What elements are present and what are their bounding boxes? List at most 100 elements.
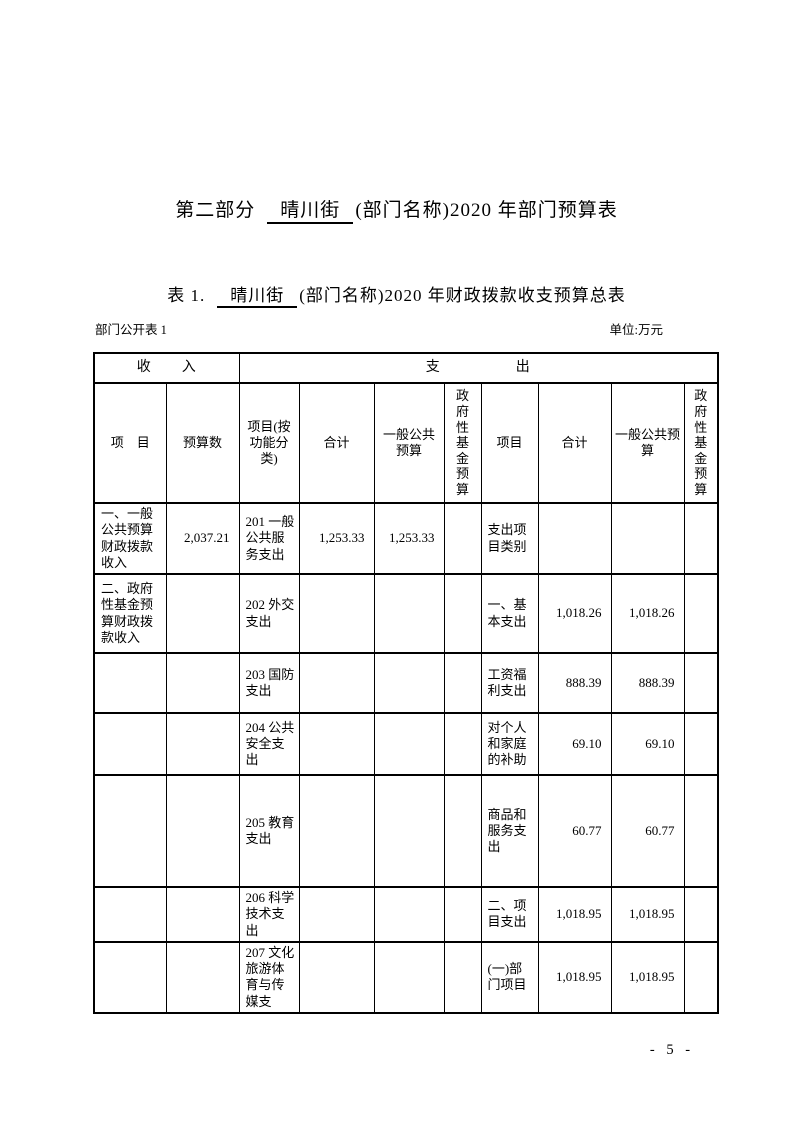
table-row: 203 国防支出 工资福利支出 888.39 888.39 <box>93 652 719 714</box>
table-cell <box>443 774 482 888</box>
col-header-item-by-function-text: 项目(按功能分类) <box>247 418 291 467</box>
table-cell: 1,018.95 <box>610 886 685 943</box>
table-cell <box>373 573 445 654</box>
section-title-prefix: 第二部分 <box>175 200 256 221</box>
col-header-income-item: 项 目 <box>93 382 167 504</box>
table-cell: 60.77 <box>610 774 685 888</box>
table-cell: 工资福利支出 <box>480 652 539 714</box>
table-cell: 1,018.95 <box>537 886 612 943</box>
table-cell <box>165 712 240 776</box>
table-column-header-row: 项 目 预算数 项目(按功能分类) 合计 一般公共预算 政府性基金预算 项目 合… <box>93 382 719 504</box>
col-header-general-public-budget-2: 一般公共预算 <box>610 382 685 504</box>
table-title-department: 晴川街 <box>217 281 298 308</box>
table-cell: 1,253.33 <box>298 502 375 575</box>
table-cell <box>93 652 167 714</box>
col-header-total-1: 合计 <box>298 382 375 504</box>
table-cell <box>443 886 482 943</box>
table-cell: 888.39 <box>610 652 685 714</box>
table-cell <box>165 886 240 943</box>
col-header-gov-fund-budget-2: 政府性基金预算 <box>683 382 719 504</box>
table-cell: 203 国防支出 <box>238 652 300 714</box>
col-header-item-by-function: 项目(按功能分类) <box>238 382 300 504</box>
table-cell <box>373 886 445 943</box>
table-cell <box>373 774 445 888</box>
table-cell <box>373 712 445 776</box>
col-header-gov-fund-budget-1-text: 政府性基金预算 <box>456 388 470 497</box>
table-cell <box>165 573 240 654</box>
table-cell: 对个人和家庭的补助 <box>480 712 539 776</box>
table-cell <box>610 502 685 575</box>
section-title-department: 晴川街 <box>267 195 354 224</box>
table-meta-row: 部门公开表 1 单位:万元 <box>95 319 717 338</box>
page-number: - 5 - <box>649 1042 691 1058</box>
table-cell <box>298 652 375 714</box>
table-cell: 202 外交支出 <box>238 573 300 654</box>
table-cell <box>443 940 482 1014</box>
table-cell <box>683 774 719 888</box>
table-cell <box>298 886 375 943</box>
table-title-suffix: (部门名称)2020 年财政拨款收支预算总表 <box>299 286 626 305</box>
expenditure-group-header: 支 出 <box>238 352 719 384</box>
col-header-total-2: 合计 <box>537 382 612 504</box>
table-label: 部门公开表 1 <box>95 323 167 337</box>
table-cell <box>443 502 482 575</box>
income-group-header: 收 入 <box>93 352 240 384</box>
table-cell <box>443 573 482 654</box>
table-cell: 一、一般公共预算财政拨款收入 <box>93 502 167 575</box>
table-cell <box>373 940 445 1014</box>
table-cell: 888.39 <box>537 652 612 714</box>
table-cell: 1,018.95 <box>537 940 612 1014</box>
table-cell: 69.10 <box>537 712 612 776</box>
table-cell: 204 公共安全支出 <box>238 712 300 776</box>
table-cell: 207 文化旅游体育与传媒支 <box>238 940 300 1014</box>
table-cell <box>443 652 482 714</box>
table-cell <box>93 774 167 888</box>
table-cell <box>93 712 167 776</box>
table-title: 表 1. 晴川街 (部门名称)2020 年财政拨款收支预算总表 <box>0 281 793 308</box>
table-cell: 一、基本支出 <box>480 573 539 654</box>
table-cell <box>165 774 240 888</box>
table-cell: 2,037.21 <box>165 502 240 575</box>
table-cell: 1,018.26 <box>610 573 685 654</box>
table-title-prefix: 表 1. <box>167 286 206 305</box>
table-row: 204 公共安全支出 对个人和家庭的补助 69.10 69.10 <box>93 712 719 776</box>
col-header-budget-amount: 预算数 <box>165 382 240 504</box>
table-cell <box>93 886 167 943</box>
table-cell <box>298 712 375 776</box>
table-cell <box>93 940 167 1014</box>
table-cell: 60.77 <box>537 774 612 888</box>
section-title-suffix: (部门名称)2020 年部门预算表 <box>355 200 618 221</box>
table-cell <box>165 652 240 714</box>
table-row: 一、一般公共预算财政拨款收入 2,037.21 201 一般公共服务支出 1,253.… <box>93 502 719 575</box>
table-cell: 1,018.95 <box>610 940 685 1014</box>
section-title: 第二部分 晴川街 (部门名称)2020 年部门预算表 <box>0 195 793 224</box>
table-body: 一、一般公共预算财政拨款收入 2,037.21 201 一般公共服务支出 1,253.… <box>93 502 719 1014</box>
table-cell: 69.10 <box>610 712 685 776</box>
col-header-gov-fund-budget-1: 政府性基金预算 <box>443 382 482 504</box>
col-header-general-public-budget-1: 一般公共预算 <box>373 382 445 504</box>
col-header-gov-fund-budget-2-text: 政府性基金预算 <box>694 388 708 497</box>
table-row: 二、政府性基金预算财政拨款收入 202 外交支出 一、基本支出 1,018.26 1,0… <box>93 573 719 654</box>
budget-table: 收 入 支 出 项 目 预算数 项目(按功能分类) 合计 一般公共预算 政府性基… <box>93 352 719 1014</box>
table-cell <box>683 502 719 575</box>
table-cell: 1,253.33 <box>373 502 445 575</box>
table-cell <box>298 573 375 654</box>
table-cell: 二、项目支出 <box>480 886 539 943</box>
table-cell <box>683 573 719 654</box>
col-header-expenditure-item: 项目 <box>480 382 539 504</box>
table-cell: 205 教育支出 <box>238 774 300 888</box>
table-cell: 商品和服务支出 <box>480 774 539 888</box>
table-cell <box>443 712 482 776</box>
table-cell <box>683 712 719 776</box>
table-row: 207 文化旅游体育与传媒支 (一)部门项目 1,018.95 1,018.95 <box>93 940 719 1014</box>
table-cell <box>165 940 240 1014</box>
table-cell: 支出项目类别 <box>480 502 539 575</box>
table-cell: 206 科学技术支出 <box>238 886 300 943</box>
table-group-header-row: 收 入 支 出 <box>93 352 719 384</box>
table-cell: 201 一般公共服务支出 <box>238 502 300 575</box>
table-row: 206 科学技术支出 二、项目支出 1,018.95 1,018.95 <box>93 886 719 943</box>
table-cell: 1,018.26 <box>537 573 612 654</box>
table-cell <box>298 940 375 1014</box>
table-cell <box>298 774 375 888</box>
